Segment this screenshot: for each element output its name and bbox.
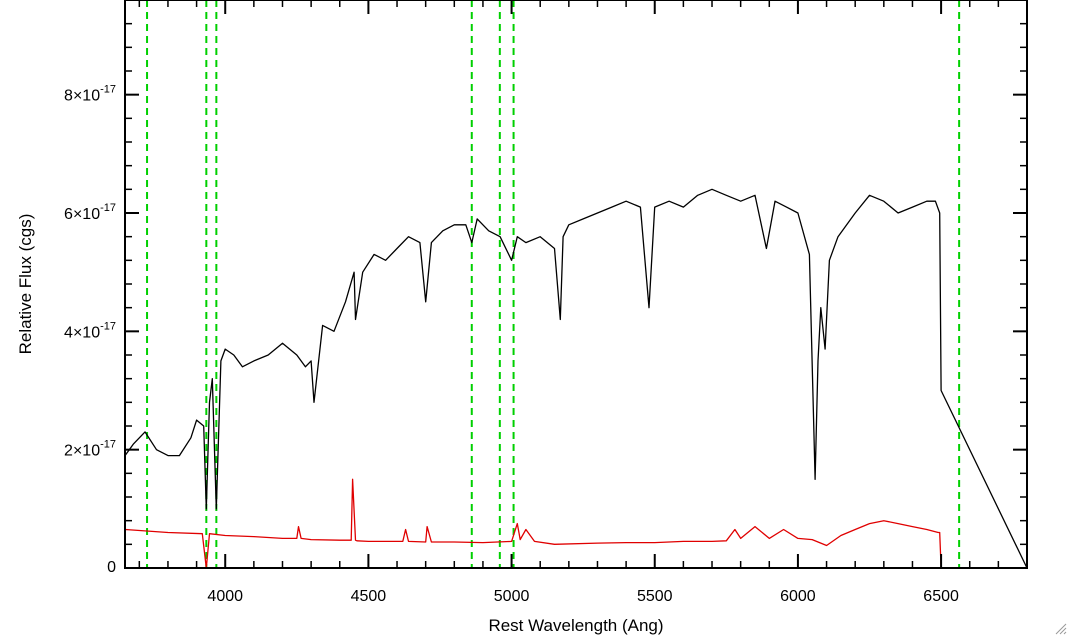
series-layer	[124, 188, 1028, 569]
x-axis-title: Rest Wavelength (Ang)	[488, 616, 663, 635]
x-tick-label: 6500	[923, 588, 959, 605]
x-tick-labels: 4000 4500 5000 5500 6000 6500	[207, 588, 959, 605]
series-line	[124, 478, 1027, 569]
x-tick-label: 4000	[207, 588, 243, 605]
y-tick-label: 2×10-17	[64, 439, 116, 460]
y-tick-label: 8×10-17	[64, 84, 116, 105]
resize-grip-icon[interactable]	[1055, 623, 1067, 635]
axis-ticks	[125, 0, 1028, 568]
y-axis-title: Relative Flux (cgs)	[16, 214, 35, 355]
y-tick-label: 4×10-17	[64, 320, 116, 341]
series-line	[124, 188, 1028, 569]
x-tick-label: 4500	[351, 588, 387, 605]
x-tick-label: 5000	[494, 588, 530, 605]
x-tick-label: 5500	[637, 588, 673, 605]
reference-lines	[146, 0, 961, 568]
plot-frame	[124, 0, 1028, 569]
y-tick-label: 0	[107, 559, 116, 576]
x-tick-label: 6000	[780, 588, 816, 605]
y-tick-labels: 0 2×10-17 4×10-17 6×10-17 8×10-17	[64, 84, 116, 576]
y-tick-label: 6×10-17	[64, 202, 116, 223]
